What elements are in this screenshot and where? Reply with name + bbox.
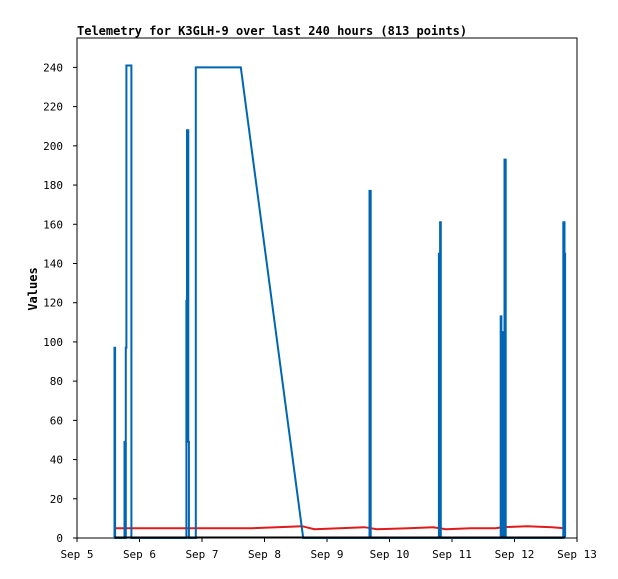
- series-line-1: [114, 525, 565, 531]
- y-tick-label: 240: [43, 61, 63, 74]
- chart-title: Telemetry for K3GLH-9 over last 240 hour…: [77, 24, 467, 38]
- axis-ticks: 0 20 40 60 80 100 120 140 160 180 200 220 240 Sep 5 Se…: [43, 61, 597, 561]
- y-axis-label: Values: [26, 267, 40, 310]
- x-tick-label: Sep 7: [185, 548, 218, 561]
- y-tick-label: 20: [50, 493, 63, 506]
- x-tick-label: Sep 5: [60, 548, 93, 561]
- series-layer: [113, 64, 567, 539]
- y-tick-label: 40: [50, 454, 63, 467]
- y-tick-label: 80: [50, 375, 63, 388]
- x-tick-label: Sep 8: [248, 548, 281, 561]
- y-tick-label: 220: [43, 101, 63, 114]
- y-tick-label: 0: [56, 532, 63, 545]
- x-tick-label: Sep 12: [495, 548, 535, 561]
- y-tick-label: 180: [43, 179, 63, 192]
- x-tick-label: Sep 13: [557, 548, 597, 561]
- series-line-0: [113, 64, 567, 539]
- y-tick-label: 100: [43, 336, 63, 349]
- x-tick-label: Sep 11: [432, 548, 472, 561]
- y-tick-label: 160: [43, 218, 63, 231]
- y-tick-label: 200: [43, 140, 63, 153]
- y-tick-label: 140: [43, 257, 63, 270]
- y-tick-label: 120: [43, 297, 63, 310]
- y-tick-label: 60: [50, 414, 63, 427]
- x-tick-label: Sep 6: [123, 548, 156, 561]
- x-tick-label: Sep 10: [370, 548, 410, 561]
- x-tick-label: Sep 9: [310, 548, 343, 561]
